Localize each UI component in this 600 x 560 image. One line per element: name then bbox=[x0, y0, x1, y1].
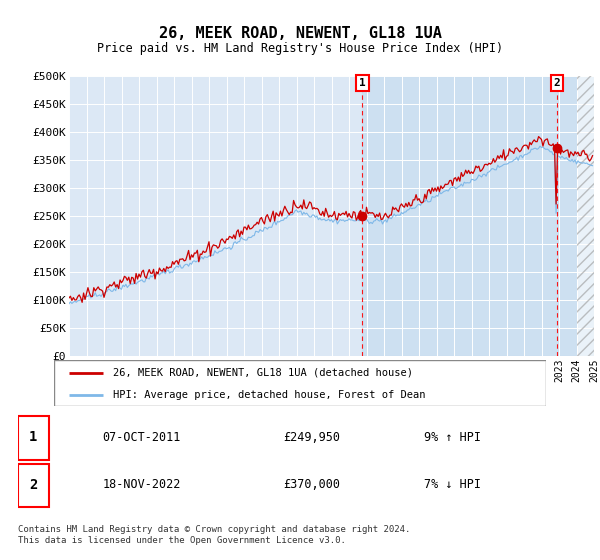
Text: 7% ↓ HPI: 7% ↓ HPI bbox=[424, 478, 481, 492]
Text: 26, MEEK ROAD, NEWENT, GL18 1UA: 26, MEEK ROAD, NEWENT, GL18 1UA bbox=[158, 26, 442, 41]
Text: £249,950: £249,950 bbox=[283, 431, 340, 444]
Text: 2: 2 bbox=[29, 478, 37, 492]
Text: £370,000: £370,000 bbox=[283, 478, 340, 492]
FancyBboxPatch shape bbox=[54, 360, 546, 406]
Text: 26, MEEK ROAD, NEWENT, GL18 1UA (detached house): 26, MEEK ROAD, NEWENT, GL18 1UA (detache… bbox=[113, 368, 413, 378]
Text: 2: 2 bbox=[554, 78, 560, 88]
Text: Contains HM Land Registry data © Crown copyright and database right 2024.
This d: Contains HM Land Registry data © Crown c… bbox=[18, 525, 410, 545]
Text: 1: 1 bbox=[29, 431, 37, 445]
Text: Price paid vs. HM Land Registry's House Price Index (HPI): Price paid vs. HM Land Registry's House … bbox=[97, 42, 503, 55]
FancyBboxPatch shape bbox=[18, 416, 49, 460]
Bar bbox=[577, 76, 594, 356]
Text: 07-OCT-2011: 07-OCT-2011 bbox=[103, 431, 181, 444]
Text: HPI: Average price, detached house, Forest of Dean: HPI: Average price, detached house, Fore… bbox=[113, 390, 425, 399]
Text: 9% ↑ HPI: 9% ↑ HPI bbox=[424, 431, 481, 444]
Text: 18-NOV-2022: 18-NOV-2022 bbox=[103, 478, 181, 492]
FancyBboxPatch shape bbox=[18, 464, 49, 507]
Text: 1: 1 bbox=[359, 78, 366, 88]
Bar bbox=[362, 76, 594, 356]
